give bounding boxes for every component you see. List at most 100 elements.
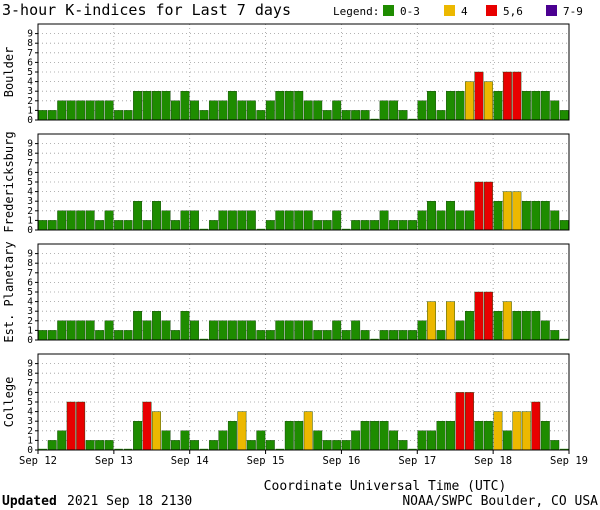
legend: Legend: 0-3 4 5,6 7-9 — [333, 5, 583, 18]
bar — [237, 210, 247, 231]
y-tick-label: 2 — [27, 206, 33, 217]
bar — [493, 311, 503, 341]
bar — [256, 330, 266, 341]
y-tick-label: 2 — [27, 96, 33, 107]
bar — [379, 330, 389, 341]
y-tick-label: 6 — [27, 57, 33, 68]
y-tick-label: 4 — [27, 77, 33, 88]
y-tick-label: 4 — [27, 297, 33, 308]
bar — [265, 100, 275, 121]
bar — [123, 110, 133, 121]
panel-label-boulder: Boulder — [2, 47, 16, 98]
bar — [351, 220, 361, 231]
bar — [152, 90, 161, 121]
bar — [142, 220, 152, 231]
bar — [104, 210, 114, 231]
y-tick-label: 3 — [27, 86, 33, 97]
bar — [161, 430, 171, 451]
x-tick-label: Sep 15 — [247, 455, 285, 467]
bar — [531, 90, 541, 121]
bar — [427, 301, 436, 341]
bar — [133, 90, 143, 121]
bar — [190, 100, 199, 121]
bar — [436, 210, 446, 231]
panel-label-college: College — [2, 377, 16, 428]
bar — [436, 110, 446, 121]
y-tick-label: 2 — [27, 316, 33, 327]
bar — [360, 330, 370, 341]
y-tick-label: 8 — [27, 38, 33, 49]
legend-swatch-7-9 — [546, 5, 557, 16]
bar — [483, 81, 493, 121]
x-axis-ticks: Sep 12 Sep 13 Sep 14 Sep 15 Sep 16 Sep 17 Sep … — [19, 450, 588, 467]
bar — [38, 330, 48, 341]
bar — [322, 330, 332, 341]
bar — [47, 440, 57, 451]
bar — [370, 338, 379, 340]
bar — [455, 320, 465, 341]
bar — [341, 110, 351, 121]
x-tick-label: Sep 13 — [95, 455, 133, 467]
bar — [237, 320, 247, 341]
x-tick-label: Sep 14 — [171, 455, 209, 467]
bar — [493, 90, 503, 121]
y-tick-label: 2 — [27, 426, 33, 437]
bar — [123, 330, 133, 341]
bar — [483, 421, 493, 451]
bar — [313, 430, 323, 451]
bar — [560, 448, 569, 450]
bar — [265, 330, 275, 341]
bar — [284, 90, 294, 121]
bar — [379, 210, 389, 231]
bar — [398, 440, 408, 451]
bar — [208, 440, 218, 451]
y-tick-label: 1 — [27, 105, 33, 116]
bar — [114, 448, 123, 450]
bar — [408, 330, 417, 341]
y-tick-label: 1 — [27, 435, 33, 446]
bar — [521, 411, 531, 451]
bar — [190, 210, 199, 231]
bar — [389, 430, 399, 451]
footer-source: NOAA/SWPC Boulder, CO USA — [402, 494, 598, 509]
bar — [38, 110, 48, 121]
y-tick-label: 5 — [27, 397, 33, 408]
bar — [531, 200, 541, 231]
bar — [161, 210, 171, 231]
y-tick-label: 1 — [27, 215, 33, 226]
bar — [322, 440, 332, 451]
bar — [95, 440, 105, 451]
bar — [341, 330, 351, 341]
y-tick-label: 7 — [27, 48, 33, 59]
bar — [303, 210, 313, 231]
bar — [85, 440, 95, 451]
bar — [559, 220, 569, 231]
bar — [199, 448, 209, 450]
bar — [550, 330, 560, 341]
bar — [303, 100, 313, 121]
bar — [284, 421, 294, 451]
bar — [38, 220, 48, 231]
bar — [284, 320, 294, 341]
y-tick-label: 0 — [27, 225, 33, 236]
bar — [455, 90, 465, 121]
x-tick-label: Sep 17 — [398, 455, 436, 467]
panel-label-est-planetary: Est. Planetary — [2, 241, 16, 342]
bar — [227, 320, 237, 341]
bar — [521, 200, 531, 231]
bar — [227, 90, 237, 121]
bar — [284, 210, 294, 231]
y-tick-label: 0 — [27, 335, 33, 346]
y-tick-label: 4 — [27, 407, 33, 418]
bar — [218, 430, 228, 451]
bar — [313, 220, 323, 231]
bar — [540, 200, 550, 231]
bar — [521, 90, 531, 121]
x-tick-label: Sep 19 — [550, 455, 588, 467]
bar — [351, 430, 361, 451]
bar — [398, 220, 408, 231]
y-tick-label: 8 — [27, 148, 33, 159]
x-tick-label: Sep 12 — [19, 455, 57, 467]
